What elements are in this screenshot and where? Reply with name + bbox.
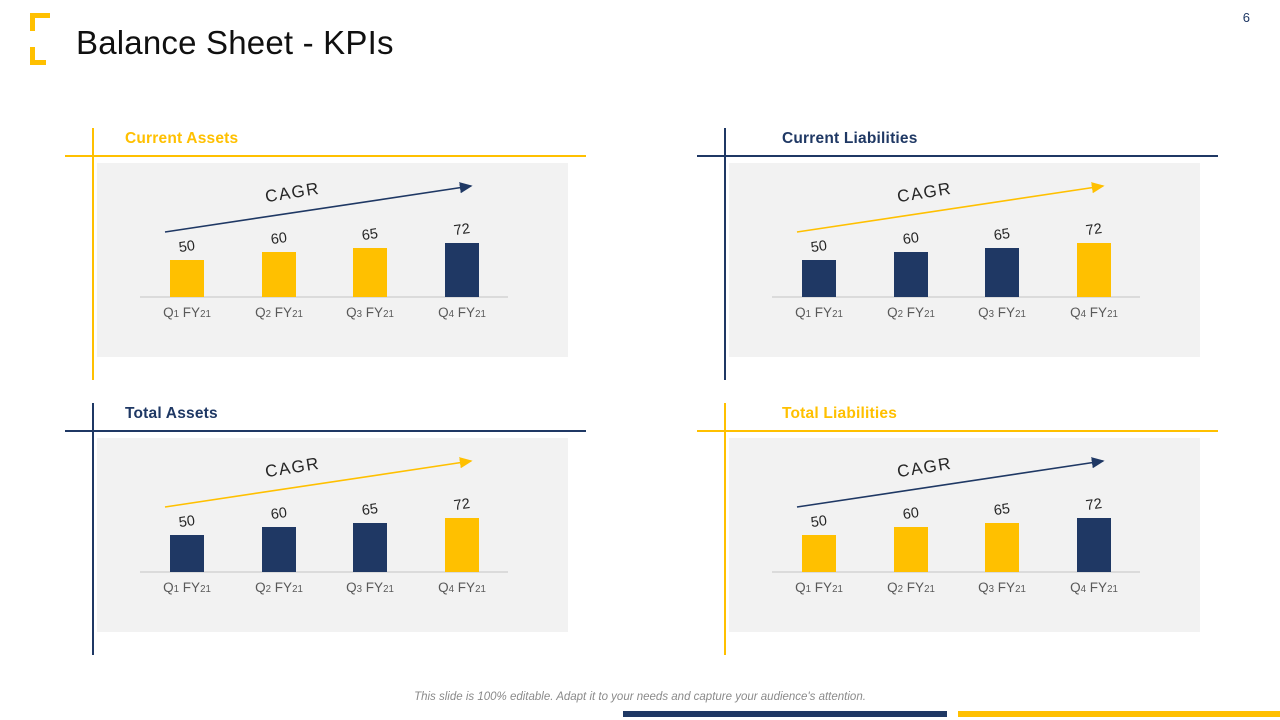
chart-plot-area: CAGR 50 Q1 FY21 60 Q2 FY21 65 Q3 FY21 72 Q4 FY2… <box>729 163 1200 357</box>
footer-bar-gold <box>958 711 1280 717</box>
brand-logo-icon <box>30 13 54 65</box>
chart-title: Current Liabilities <box>782 130 918 147</box>
logo-corner-bottom-icon <box>30 47 46 65</box>
x-axis-line <box>772 296 1140 298</box>
chart-section-current-liabilities: Current Liabilities CAGR 50 Q1 FY21 60 Q2 F… <box>697 128 1218 383</box>
x-tick-label: Q4 FY21 <box>438 305 486 320</box>
bar <box>1077 518 1111 572</box>
chart-section-total-liabilities: Total Liabilities CAGR 50 Q1 FY21 60 Q2 FY2… <box>697 403 1218 658</box>
chart-plot-area: CAGR 50 Q1 FY21 60 Q2 FY21 65 Q3 FY21 72 Q4 FY2… <box>729 438 1200 632</box>
accent-vertical-line <box>724 403 726 655</box>
bar <box>802 534 836 572</box>
x-tick-label: Q2 FY21 <box>887 580 935 595</box>
chart-title: Current Assets <box>125 130 239 147</box>
x-axis-line <box>772 571 1140 573</box>
bar <box>445 243 479 297</box>
slide-number: 6 <box>1242 10 1250 25</box>
accent-horizontal-line <box>65 155 586 157</box>
x-tick-label: Q1 FY21 <box>163 580 211 595</box>
bar <box>170 534 204 572</box>
accent-vertical-line <box>724 128 726 380</box>
bar <box>353 248 387 297</box>
x-tick-label: Q1 FY21 <box>795 305 843 320</box>
bar <box>445 518 479 572</box>
cagr-trend-arrow <box>796 457 1105 508</box>
x-tick-label: Q1 FY21 <box>795 580 843 595</box>
x-axis-line <box>140 571 508 573</box>
bar <box>985 523 1019 572</box>
chart-title: Total Assets <box>125 405 218 422</box>
accent-horizontal-line <box>697 430 1218 432</box>
bar <box>1077 243 1111 297</box>
chart-section-current-assets: Current Assets CAGR 50 Q1 FY21 60 Q2 FY21 65… <box>65 128 586 383</box>
bar <box>353 523 387 572</box>
bar <box>985 248 1019 297</box>
footer-bar-navy <box>623 711 947 717</box>
bar <box>894 527 928 572</box>
bar <box>170 259 204 297</box>
accent-vertical-line <box>92 403 94 655</box>
x-tick-label: Q2 FY21 <box>255 580 303 595</box>
chart-section-total-assets: Total Assets CAGR 50 Q1 FY21 60 Q2 FY21 65 Q3… <box>65 403 586 658</box>
x-tick-label: Q4 FY21 <box>438 580 486 595</box>
x-tick-label: Q3 FY21 <box>978 580 1026 595</box>
cagr-trend-arrow <box>796 182 1105 233</box>
cagr-trend-arrow <box>164 457 473 508</box>
accent-horizontal-line <box>65 430 586 432</box>
chart-plot-area: CAGR 50 Q1 FY21 60 Q2 FY21 65 Q3 FY21 72 Q4 FY2… <box>97 438 568 632</box>
logo-corner-top-icon <box>30 13 50 31</box>
x-tick-label: Q4 FY21 <box>1070 580 1118 595</box>
x-tick-label: Q3 FY21 <box>346 580 394 595</box>
bar <box>262 527 296 572</box>
bar <box>262 252 296 297</box>
chart-plot-area: CAGR 50 Q1 FY21 60 Q2 FY21 65 Q3 FY21 72 Q4 FY2… <box>97 163 568 357</box>
page-title: Balance Sheet - KPIs <box>76 24 394 61</box>
chart-title: Total Liabilities <box>782 405 898 422</box>
x-tick-label: Q3 FY21 <box>978 305 1026 320</box>
bar <box>802 259 836 297</box>
accent-vertical-line <box>92 128 94 380</box>
cagr-trend-arrow <box>164 182 473 233</box>
x-tick-label: Q4 FY21 <box>1070 305 1118 320</box>
footer-note: This slide is 100% editable. Adapt it to… <box>414 691 866 703</box>
x-tick-label: Q2 FY21 <box>887 305 935 320</box>
x-tick-label: Q3 FY21 <box>346 305 394 320</box>
x-axis-line <box>140 296 508 298</box>
x-tick-label: Q2 FY21 <box>255 305 303 320</box>
accent-horizontal-line <box>697 155 1218 157</box>
bar <box>894 252 928 297</box>
x-tick-label: Q1 FY21 <box>163 305 211 320</box>
